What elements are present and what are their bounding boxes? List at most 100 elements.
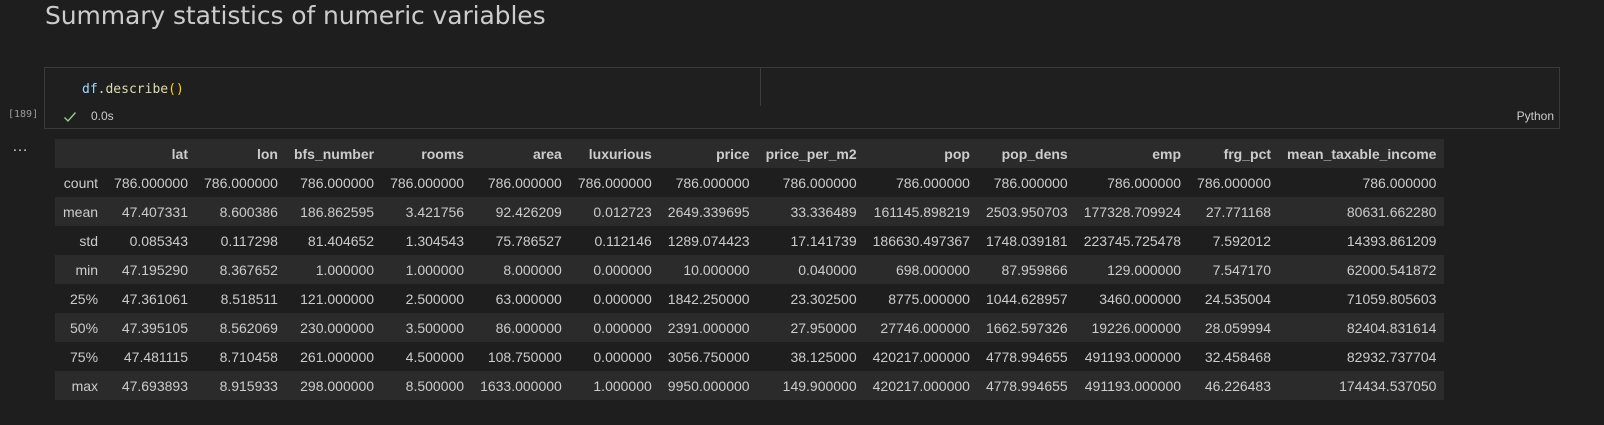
table-cell: 786.000000 xyxy=(895,174,970,191)
table-cell: 786.000000 xyxy=(487,174,562,191)
code-line[interactable]: df.describe() xyxy=(82,82,184,98)
table-cell: 82932.737704 xyxy=(1346,348,1437,365)
table-cell: 420217.000000 xyxy=(872,377,970,394)
column-header: frg_pct xyxy=(1223,145,1272,162)
table-cell: 63.000000 xyxy=(495,290,562,307)
table-cell: 82404.831614 xyxy=(1346,319,1437,336)
table-cell: 0.085343 xyxy=(129,232,188,249)
table-cell: 1.000000 xyxy=(405,261,465,278)
table-cell: 1662.597326 xyxy=(985,319,1068,336)
code-editor[interactable]: df.describe() xyxy=(45,68,761,106)
table-cell: 2391.000000 xyxy=(667,319,750,336)
table-cell: 8.518511 xyxy=(220,290,278,307)
cell-language-label[interactable]: Python xyxy=(1516,109,1554,123)
table-cell: 4778.994655 xyxy=(985,377,1068,394)
code-cell[interactable]: df.describe() 0.0s Python xyxy=(44,67,1560,129)
table-cell: 177328.709924 xyxy=(1083,203,1182,220)
row-label: 50% xyxy=(70,319,99,336)
index-header xyxy=(55,139,106,168)
table-cell: 3460.000000 xyxy=(1099,290,1182,307)
table-cell: 27.771168 xyxy=(1205,203,1272,220)
table-cell: 3056.750000 xyxy=(667,348,750,365)
table-cell: 7.592012 xyxy=(1212,232,1272,249)
table-cell: 9950.000000 xyxy=(667,377,750,394)
table-row: mean 47.407331 8.600386 186.862595 3.421756 9… xyxy=(55,197,1445,226)
column-header: rooms xyxy=(421,145,465,162)
row-label: 25% xyxy=(70,290,99,307)
code-token-close-paren: ) xyxy=(175,82,184,97)
table-cell: 786.000000 xyxy=(1362,174,1437,191)
describe-table: lat lon bfs_number rooms area luxurious price p… xyxy=(55,139,1445,400)
markdown-heading: Summary statistics of numeric variables xyxy=(45,1,546,30)
table-cell: 3.421756 xyxy=(405,203,465,220)
table-row: count 786.000000 786.000000 786.000000 786.0… xyxy=(55,168,1445,197)
table-cell: 47.481115 xyxy=(123,348,188,365)
cell-output: lat lon bfs_number rooms area luxurious price p… xyxy=(55,139,1445,400)
table-cell: 47.693893 xyxy=(121,377,188,394)
table-cell: 129.000000 xyxy=(1107,261,1182,278)
table-cell: 0.012723 xyxy=(593,203,652,220)
table-cell: 161145.898219 xyxy=(873,203,970,220)
table-cell: 1044.628957 xyxy=(985,290,1068,307)
table-cell: 38.125000 xyxy=(790,348,857,365)
table-cell: 230.000000 xyxy=(300,319,375,336)
table-cell: 491193.000000 xyxy=(1084,377,1182,394)
table-cell: 1.000000 xyxy=(593,377,652,394)
table-cell: 1289.074423 xyxy=(667,232,750,249)
table-cell: 174434.537050 xyxy=(1339,377,1437,394)
row-label: std xyxy=(79,232,99,249)
table-cell: 786.000000 xyxy=(993,174,1068,191)
table-cell: 3.500000 xyxy=(405,319,465,336)
table-cell: 786.000000 xyxy=(300,174,375,191)
table-cell: 75.786527 xyxy=(495,232,562,249)
execution-time: 0.0s xyxy=(91,109,114,123)
ellipsis-icon[interactable]: … xyxy=(12,138,29,155)
table-cell: 491193.000000 xyxy=(1084,348,1182,365)
table-cell: 47.361061 xyxy=(121,290,188,307)
table-cell: 223745.725478 xyxy=(1083,232,1182,249)
table-header-row: lat lon bfs_number rooms area luxurious price p… xyxy=(55,139,1445,168)
row-label: 75% xyxy=(70,348,99,365)
column-header: pop_dens xyxy=(1001,145,1068,162)
table-cell: 81.404652 xyxy=(307,232,375,249)
code-token-method: describe xyxy=(105,82,169,97)
table-cell: 8.562069 xyxy=(219,319,278,336)
table-cell: 0.000000 xyxy=(593,261,652,278)
table-cell: 7.547170 xyxy=(1212,261,1272,278)
code-token-dot: . xyxy=(97,82,106,97)
table-cell: 23.302500 xyxy=(790,290,857,307)
table-cell: 10.000000 xyxy=(683,261,750,278)
table-cell: 149.900000 xyxy=(782,377,857,394)
table-cell: 786.000000 xyxy=(390,174,465,191)
table-cell: 80631.662280 xyxy=(1346,203,1437,220)
table-cell: 87.959866 xyxy=(1001,261,1068,278)
table-cell: 121.000000 xyxy=(300,290,375,307)
table-cell: 8.500000 xyxy=(405,377,465,394)
table-row: 25% 47.361061 8.518511 121.000000 2.500000 63… xyxy=(55,284,1445,313)
table-cell: 1842.250000 xyxy=(667,290,750,307)
row-label: max xyxy=(71,377,99,394)
table-cell: 0.117298 xyxy=(220,232,278,249)
table-cell: 0.000000 xyxy=(593,348,652,365)
table-cell: 2503.950703 xyxy=(985,203,1068,220)
table-cell: 186630.497367 xyxy=(872,232,970,249)
column-header: lon xyxy=(256,145,278,162)
table-cell: 298.000000 xyxy=(300,377,375,394)
column-header: lat xyxy=(171,145,188,162)
table-cell: 786.000000 xyxy=(1197,174,1272,191)
table-cell: 420217.000000 xyxy=(872,348,970,365)
table-cell: 8.915933 xyxy=(219,377,278,394)
table-row: 75% 47.481115 8.710458 261.000000 4.500000 10… xyxy=(55,342,1445,371)
code-token-variable: df xyxy=(82,82,98,97)
table-cell: 8.710458 xyxy=(219,348,278,365)
column-header: bfs_number xyxy=(293,145,375,162)
table-cell: 14393.861209 xyxy=(1346,232,1437,249)
row-label: count xyxy=(63,174,99,191)
table-cell: 32.458468 xyxy=(1204,348,1272,365)
table-cell: 28.059994 xyxy=(1204,319,1272,336)
cell-status-bar: 0.0s Python xyxy=(45,106,1559,128)
table-cell: 71059.805603 xyxy=(1346,290,1437,307)
column-header: price xyxy=(716,145,750,162)
table-cell: 33.336489 xyxy=(790,203,857,220)
column-header: price_per_m2 xyxy=(765,145,857,162)
